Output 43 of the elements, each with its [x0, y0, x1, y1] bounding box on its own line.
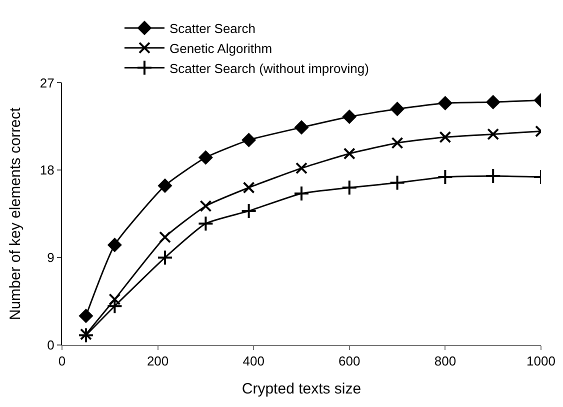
- point: [390, 102, 404, 116]
- y-tick-label: 18: [40, 162, 54, 178]
- x-tick-label: 0: [58, 354, 66, 369]
- x-tick-label: 600: [338, 354, 360, 369]
- x-tick-label: 800: [434, 354, 456, 369]
- y-tick-label: 9: [47, 250, 54, 266]
- point: [439, 131, 452, 144]
- point: [78, 327, 94, 344]
- point: [437, 168, 454, 185]
- point: [242, 133, 256, 147]
- x-axis-title: Crypted texts size: [242, 380, 362, 398]
- point: [200, 200, 212, 212]
- point: [487, 128, 500, 140]
- y-tick-label: 0: [47, 338, 54, 353]
- legend-label: Scatter Search (without improving): [169, 60, 369, 76]
- legend-label: Genetic Algorithm: [169, 40, 272, 56]
- x-tick-label: 200: [146, 354, 169, 369]
- x-tick-label: 400: [242, 354, 264, 369]
- point: [294, 120, 308, 134]
- point: [294, 185, 310, 202]
- x-tick-label: 1000: [526, 354, 556, 369]
- point: [108, 238, 122, 252]
- point: [391, 136, 404, 149]
- point: [296, 162, 308, 174]
- point: [389, 174, 406, 191]
- point: [198, 216, 214, 232]
- legend-label: Scatter Search: [169, 21, 256, 36]
- point: [156, 250, 173, 266]
- point: [158, 178, 172, 193]
- point: [343, 148, 356, 160]
- point: [240, 202, 257, 219]
- point: [198, 150, 213, 164]
- point: [342, 110, 356, 124]
- point: [242, 182, 255, 194]
- point: [158, 231, 171, 244]
- point: [80, 328, 92, 340]
- point: [438, 96, 452, 110]
- point: [79, 309, 93, 323]
- point: [486, 95, 500, 109]
- y-tick-label: 27: [40, 75, 54, 90]
- point: [341, 180, 358, 196]
- y-axis-title: Number of key elements correct: [7, 106, 24, 320]
- point: [485, 168, 502, 184]
